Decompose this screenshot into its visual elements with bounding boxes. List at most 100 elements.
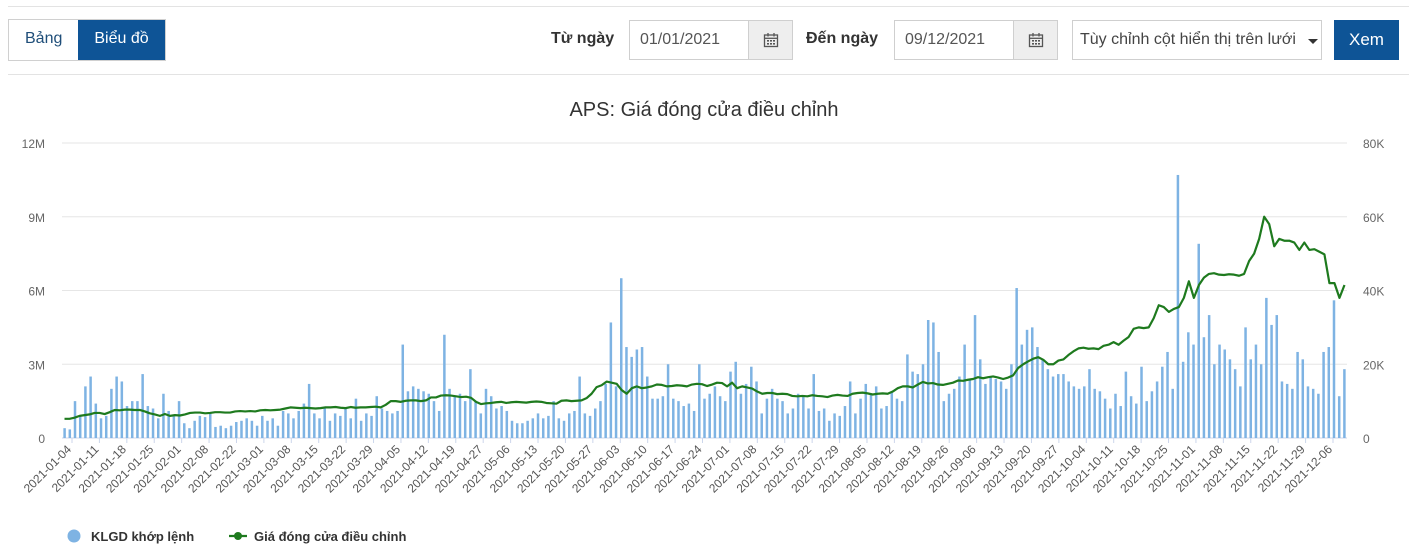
volume-bar	[1140, 366, 1143, 438]
volume-bar	[604, 383, 607, 438]
volume-bar	[718, 396, 722, 438]
volume-bar	[359, 420, 363, 438]
volume-bar	[458, 393, 462, 438]
volume-bar	[229, 425, 233, 438]
volume-bar	[167, 410, 170, 438]
volume-bar	[255, 425, 259, 438]
volume-bar	[1192, 344, 1195, 438]
volume-bar	[926, 320, 930, 438]
volume-bar	[375, 396, 378, 438]
volume-bar	[1062, 374, 1065, 438]
volume-bar	[869, 393, 873, 438]
volume-bar	[932, 322, 935, 438]
volume-bar	[651, 398, 654, 438]
volume-bar	[78, 415, 82, 439]
volume-bar	[1010, 364, 1013, 438]
from-date-input[interactable]	[630, 21, 748, 59]
calendar-icon[interactable]	[1013, 21, 1057, 59]
volume-bar	[734, 361, 737, 438]
volume-bar	[521, 423, 524, 438]
volume-bar	[172, 415, 176, 439]
volume-bar	[354, 398, 358, 438]
chart-title: APS: Giá đóng cửa điều chỉnh	[569, 99, 838, 121]
left-tick-label: 3M	[28, 358, 45, 372]
right-tick-label: 40K	[1363, 285, 1384, 299]
volume-bar	[240, 420, 243, 438]
volume-bar	[1150, 391, 1154, 438]
volume-bar	[84, 386, 87, 439]
volume-bar	[1155, 381, 1159, 438]
column-select[interactable]: Tùy chỉnh cột hiển thị trên lưới	[1072, 20, 1322, 60]
volume-bar	[1233, 369, 1237, 438]
volume-bar	[489, 396, 493, 438]
volume-bar	[552, 401, 555, 439]
volume-bar	[1077, 388, 1081, 438]
volume-bar	[567, 413, 571, 438]
volume-bar	[963, 344, 966, 438]
tab-table[interactable]: Bảng	[9, 20, 79, 60]
volume-bar	[776, 398, 779, 438]
from-date-label: Từ ngày	[551, 30, 615, 47]
price-series-line	[64, 215, 1346, 420]
volume-bar	[620, 278, 623, 438]
volume-bar	[541, 418, 545, 438]
volume-bar	[99, 418, 103, 438]
volume-bar	[880, 408, 883, 438]
volume-bar	[1004, 388, 1008, 438]
volume-bar	[833, 413, 836, 438]
volume-bar	[968, 379, 972, 438]
volume-bar	[937, 351, 940, 438]
volume-bar	[1166, 351, 1169, 438]
volume-bar	[328, 420, 332, 438]
volume-bar	[276, 425, 280, 438]
volume-bar	[1270, 324, 1273, 438]
tab-chart[interactable]: Biểu đồ	[78, 20, 165, 60]
volume-bar	[469, 369, 472, 438]
toolbar-divider	[8, 74, 1409, 75]
volume-bar	[224, 428, 228, 438]
volume-bar	[703, 398, 706, 438]
calendar-icon[interactable]	[748, 21, 792, 59]
view-button[interactable]: Xem	[1334, 20, 1399, 60]
volume-bar	[183, 423, 186, 438]
volume-bar	[1083, 386, 1086, 439]
volume-bar	[235, 422, 238, 438]
volume-bar	[110, 388, 113, 438]
volume-bar	[271, 418, 274, 438]
right-tick-label: 20K	[1363, 358, 1384, 372]
volume-bar	[1020, 344, 1024, 438]
volume-bar	[1244, 327, 1247, 439]
volume-bar	[125, 406, 129, 438]
volume-bar	[573, 410, 576, 438]
volume-bar	[770, 388, 774, 438]
volume-bar	[1265, 297, 1268, 439]
volume-bar	[1317, 393, 1320, 438]
volume-bar	[812, 374, 815, 438]
volume-bar	[1249, 359, 1253, 438]
grid	[62, 142, 1347, 443]
volume-bar	[583, 413, 587, 438]
volume-bar	[1161, 366, 1164, 438]
volume-bar	[947, 393, 951, 438]
legend-volume-label: KLGD khớp lệnh	[91, 529, 194, 544]
volume-bar	[989, 376, 992, 438]
volume-bar	[807, 408, 810, 438]
volume-bar	[666, 364, 670, 438]
volume-bar	[817, 410, 821, 438]
volume-bar	[911, 371, 914, 439]
volume-bar	[1285, 383, 1289, 438]
volume-bar	[781, 401, 784, 439]
volume-bar	[1301, 359, 1305, 438]
volume-bar	[146, 406, 150, 438]
volume-bar	[245, 418, 248, 438]
volume-bar	[1202, 337, 1206, 438]
left-tick-label: 9M	[28, 211, 45, 225]
volume-bar	[463, 401, 467, 439]
to-date-field	[894, 20, 1058, 60]
volume-bar	[562, 420, 566, 438]
volume-bar	[630, 356, 633, 439]
volume-bar	[994, 379, 998, 438]
volume-bar	[661, 396, 665, 438]
to-date-input[interactable]	[895, 21, 1013, 59]
volume-bar	[411, 386, 415, 439]
